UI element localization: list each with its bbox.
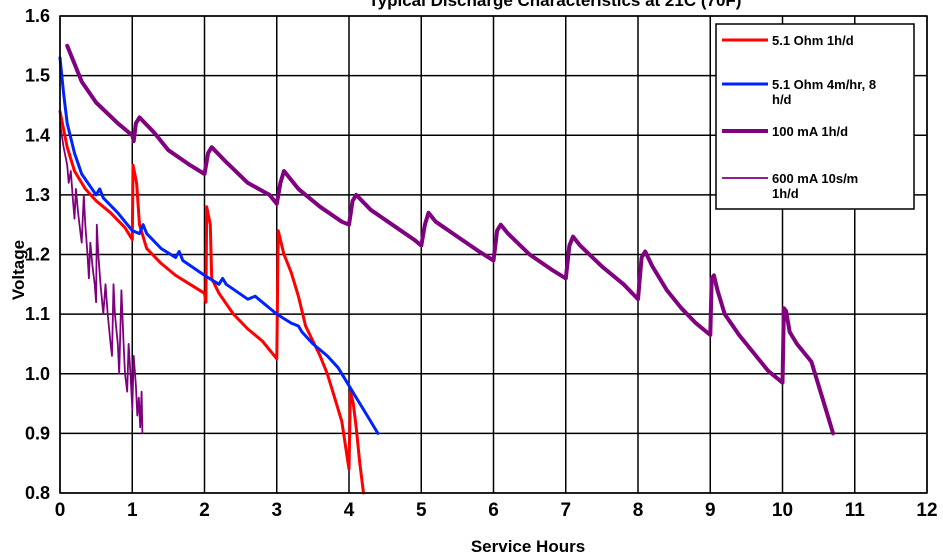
x-tick-label: 11 <box>845 500 866 521</box>
y-tick-label: 1.1 <box>25 304 50 324</box>
x-tick-label: 8 <box>633 500 644 521</box>
legend-label: 5.1 Ohm 4m/hr, 8 h/d <box>772 77 876 107</box>
series-lines <box>58 43 836 495</box>
x-tick-label: 10 <box>772 500 793 521</box>
x-tick-label: 6 <box>488 500 499 521</box>
y-tick-label: 1.5 <box>25 66 50 86</box>
y-tick-label: 1.2 <box>25 245 50 265</box>
x-tick-label: 7 <box>560 500 571 521</box>
y-tick-labels: 0.8 0.9 1.0 1.1 1.2 1.3 1.4 1.5 1.6 <box>25 6 50 503</box>
y-tick-label: 0.8 <box>25 483 50 503</box>
x-tick-label: 1 <box>127 500 138 521</box>
x-tick-label: 0 <box>55 500 66 521</box>
plot-border <box>59 15 928 494</box>
y-tick-label: 1.6 <box>25 6 50 26</box>
x-axis-title: Service Hours <box>471 537 585 554</box>
legend-label: 100 mA 1h/d <box>772 124 848 139</box>
series-line-2 <box>58 56 380 435</box>
series-line-1 <box>58 109 365 495</box>
x-tick-label: 5 <box>416 500 427 521</box>
series-line-4 <box>59 122 144 435</box>
y-axis-title: Voltage <box>9 240 28 300</box>
y-tick-label: 0.9 <box>25 423 50 443</box>
legend-label: 5.1 Ohm 1h/d <box>772 33 854 48</box>
x-tick-labels: 0 1 2 3 4 5 6 7 8 9 10 11 12 <box>55 500 938 521</box>
y-tick-label: 1.0 <box>25 364 50 384</box>
x-tick-label: 9 <box>705 500 716 521</box>
series-line-3 <box>65 43 836 436</box>
x-tick-label: 4 <box>344 500 355 521</box>
x-tick-label: 12 <box>916 500 937 521</box>
chart-title: Typical Discharge Characteristics at 21C… <box>369 0 742 10</box>
y-tick-label: 1.3 <box>25 185 50 205</box>
legend-label: 600 mA 10s/m 1h/d <box>772 171 858 201</box>
y-tick-label: 1.4 <box>25 125 50 145</box>
x-tick-label: 2 <box>199 500 210 521</box>
legend: 5.1 Ohm 1h/d 5.1 Ohm 4m/hr, 8 h/d 100 mA 1h… <box>715 23 915 210</box>
x-tick-label: 3 <box>271 500 282 521</box>
